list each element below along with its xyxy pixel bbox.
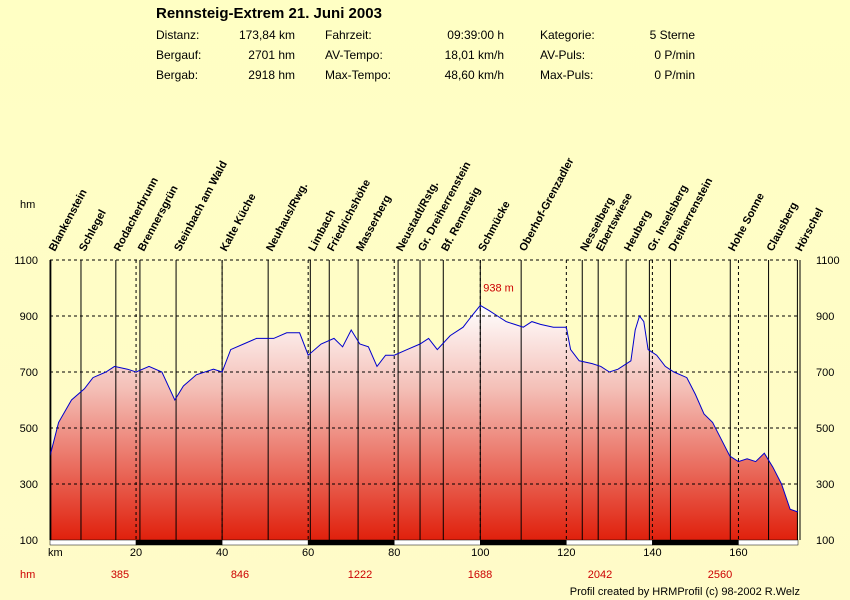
x-tick-label: 120 (557, 547, 575, 559)
stat-label: Kategorie: (540, 28, 595, 42)
x-tick-label: 100 (471, 547, 489, 559)
distance-scale-segment (135, 539, 223, 546)
y-tick-label-right: 1100 (816, 255, 840, 267)
waypoint-label: Hörschel (793, 206, 826, 253)
stat-value: 48,60 km/h (444, 68, 504, 82)
distance-scale-segment (49, 539, 137, 546)
ascent-value: 385 (111, 569, 129, 581)
ascent-value: 846 (231, 569, 249, 581)
ascent-value: 1688 (468, 569, 492, 581)
stat-label: AV-Tempo: (325, 48, 383, 62)
y-tick-label-left: 500 (20, 423, 38, 435)
y-tick-label-right: 500 (816, 423, 834, 435)
waypoint-label: Schmücke (476, 199, 512, 253)
stat-label: Fahrzeit: (325, 28, 372, 42)
distance-scale-segment (652, 539, 739, 546)
waypoint-label: Schlegel (77, 208, 109, 254)
x-tick-label: 20 (130, 547, 142, 559)
x-tick-label: 140 (643, 547, 661, 559)
stat-value: 2701 hm (248, 48, 295, 62)
ascent-value: 1222 (348, 569, 372, 581)
x-axis-label: km (48, 547, 63, 559)
y-tick-label-right: 900 (816, 311, 834, 323)
waypoint-label: Neuhaus/Rwg. (264, 181, 310, 254)
stat-value: 09:39:00 h (447, 28, 504, 42)
y-tick-label-right: 300 (816, 479, 834, 491)
x-tick-label: 40 (216, 547, 228, 559)
waypoint-label: Kalte Küche (218, 192, 258, 254)
distance-scale-segment (307, 539, 395, 546)
elevation-line (49, 304, 799, 513)
distance-scale-segment (221, 539, 309, 546)
stat-value: 173,84 km (238, 28, 295, 42)
y-tick-label-left: 1100 (14, 255, 38, 267)
stat-label: Bergauf: (156, 48, 202, 62)
distance-scale-segment (566, 539, 653, 546)
elevation-area (50, 305, 798, 540)
x-tick-label: 60 (302, 547, 314, 559)
stat-value: 0 P/min (654, 48, 695, 62)
stat-value: 0 P/min (654, 68, 695, 82)
stat-value: 18,01 km/h (444, 48, 504, 62)
y-tick-label-left: 300 (20, 479, 38, 491)
chart-title: Rennsteig-Extrem 21. Juni 2003 (156, 5, 382, 22)
y-tick-label-right: 700 (816, 367, 834, 379)
y-tick-label-right: 100 (816, 535, 834, 547)
stat-label: Max-Puls: (540, 68, 594, 82)
stat-label: Max-Tempo: (325, 68, 392, 82)
y-tick-label-left: 700 (20, 367, 38, 379)
y-tick-label-left: 900 (20, 311, 38, 323)
stat-value: 5 Sterne (649, 28, 695, 42)
x-tick-label: 80 (388, 547, 400, 559)
x-tick-label: 160 (729, 547, 747, 559)
stat-label: Bergab: (156, 68, 199, 82)
footer-credit: Profil created by HRMProfil (c) 98-2002 … (569, 586, 800, 598)
ascent-value: 2042 (588, 569, 612, 581)
ascent-label: hm (20, 569, 35, 581)
waypoint-label: Oberhof-Grenzadler (517, 155, 577, 253)
y-axis-label: hm (20, 199, 35, 211)
ascent-value: 2560 (708, 569, 732, 581)
distance-scale-segment (480, 539, 567, 546)
distance-scale-segment (738, 539, 799, 546)
stat-label: AV-Puls: (540, 48, 586, 62)
waypoint-label: Hohe Sonne (726, 191, 767, 253)
waypoint-label: Steinbach am Wald (172, 159, 230, 253)
stat-value: 2918 hm (248, 68, 295, 82)
distance-scale-segment (393, 539, 481, 546)
stat-label: Distanz: (156, 28, 200, 42)
max-elevation-label: 938 m (483, 282, 514, 294)
y-tick-label-left: 100 (20, 535, 38, 547)
